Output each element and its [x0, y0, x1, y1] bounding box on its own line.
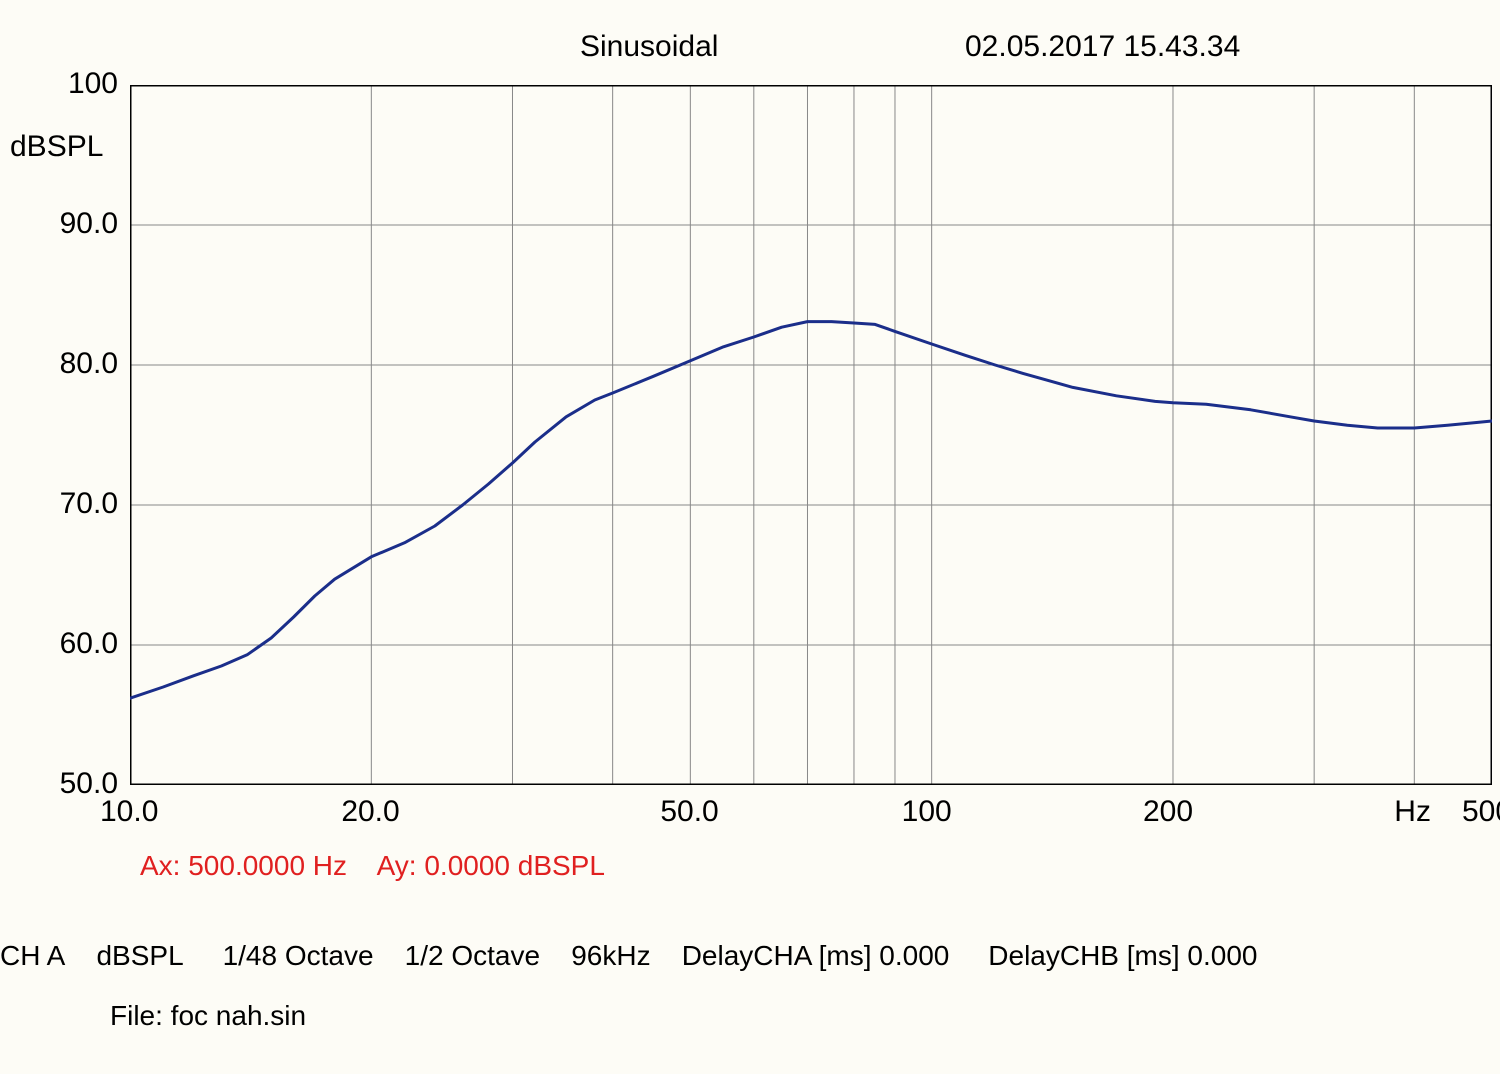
footer-file: File: foc nah.sin: [110, 1000, 306, 1032]
footer-delay-b: DelayCHB [ms] 0.000: [988, 940, 1257, 971]
x-tick: 50.0: [660, 795, 718, 829]
footer-info: CH A dBSPL 1/48 Octave 1/2 Octave 96kHz …: [0, 940, 1258, 972]
footer-unit: dBSPL: [96, 940, 183, 971]
cursor-ay: Ay: 0.0000 dBSPL: [377, 850, 605, 881]
chart-container: { "header": { "title": "Sinusoidal", "ti…: [0, 0, 1500, 1074]
x-tick: 100: [902, 795, 952, 829]
footer-delay-a: DelayCHA [ms] 0.000: [682, 940, 950, 971]
y-tick: 100: [68, 67, 118, 101]
y-tick: 90.0: [60, 207, 118, 241]
footer-resolution: 1/48 Octave: [223, 940, 374, 971]
x-tick: 500: [1462, 795, 1500, 829]
x-tick: 10.0: [100, 795, 158, 829]
chart-plot: [130, 85, 1492, 785]
chart-title: Sinusoidal: [580, 30, 718, 64]
footer-smoothing: 1/2 Octave: [405, 940, 540, 971]
cursor-ax: Ax: 500.0000 Hz: [140, 850, 347, 881]
y-tick: 60.0: [60, 627, 118, 661]
footer-channel: CH A: [0, 940, 65, 971]
x-tick: 200: [1143, 795, 1193, 829]
cursor-readout: Ax: 500.0000 Hz Ay: 0.0000 dBSPL: [140, 850, 605, 882]
x-axis-unit: Hz: [1394, 795, 1431, 829]
y-axis-unit: dBSPL: [10, 130, 103, 164]
y-tick: 80.0: [60, 347, 118, 381]
chart-timestamp: 02.05.2017 15.43.34: [965, 30, 1240, 64]
footer-samplerate: 96kHz: [571, 940, 650, 971]
x-tick: 20.0: [341, 795, 399, 829]
y-tick: 70.0: [60, 487, 118, 521]
